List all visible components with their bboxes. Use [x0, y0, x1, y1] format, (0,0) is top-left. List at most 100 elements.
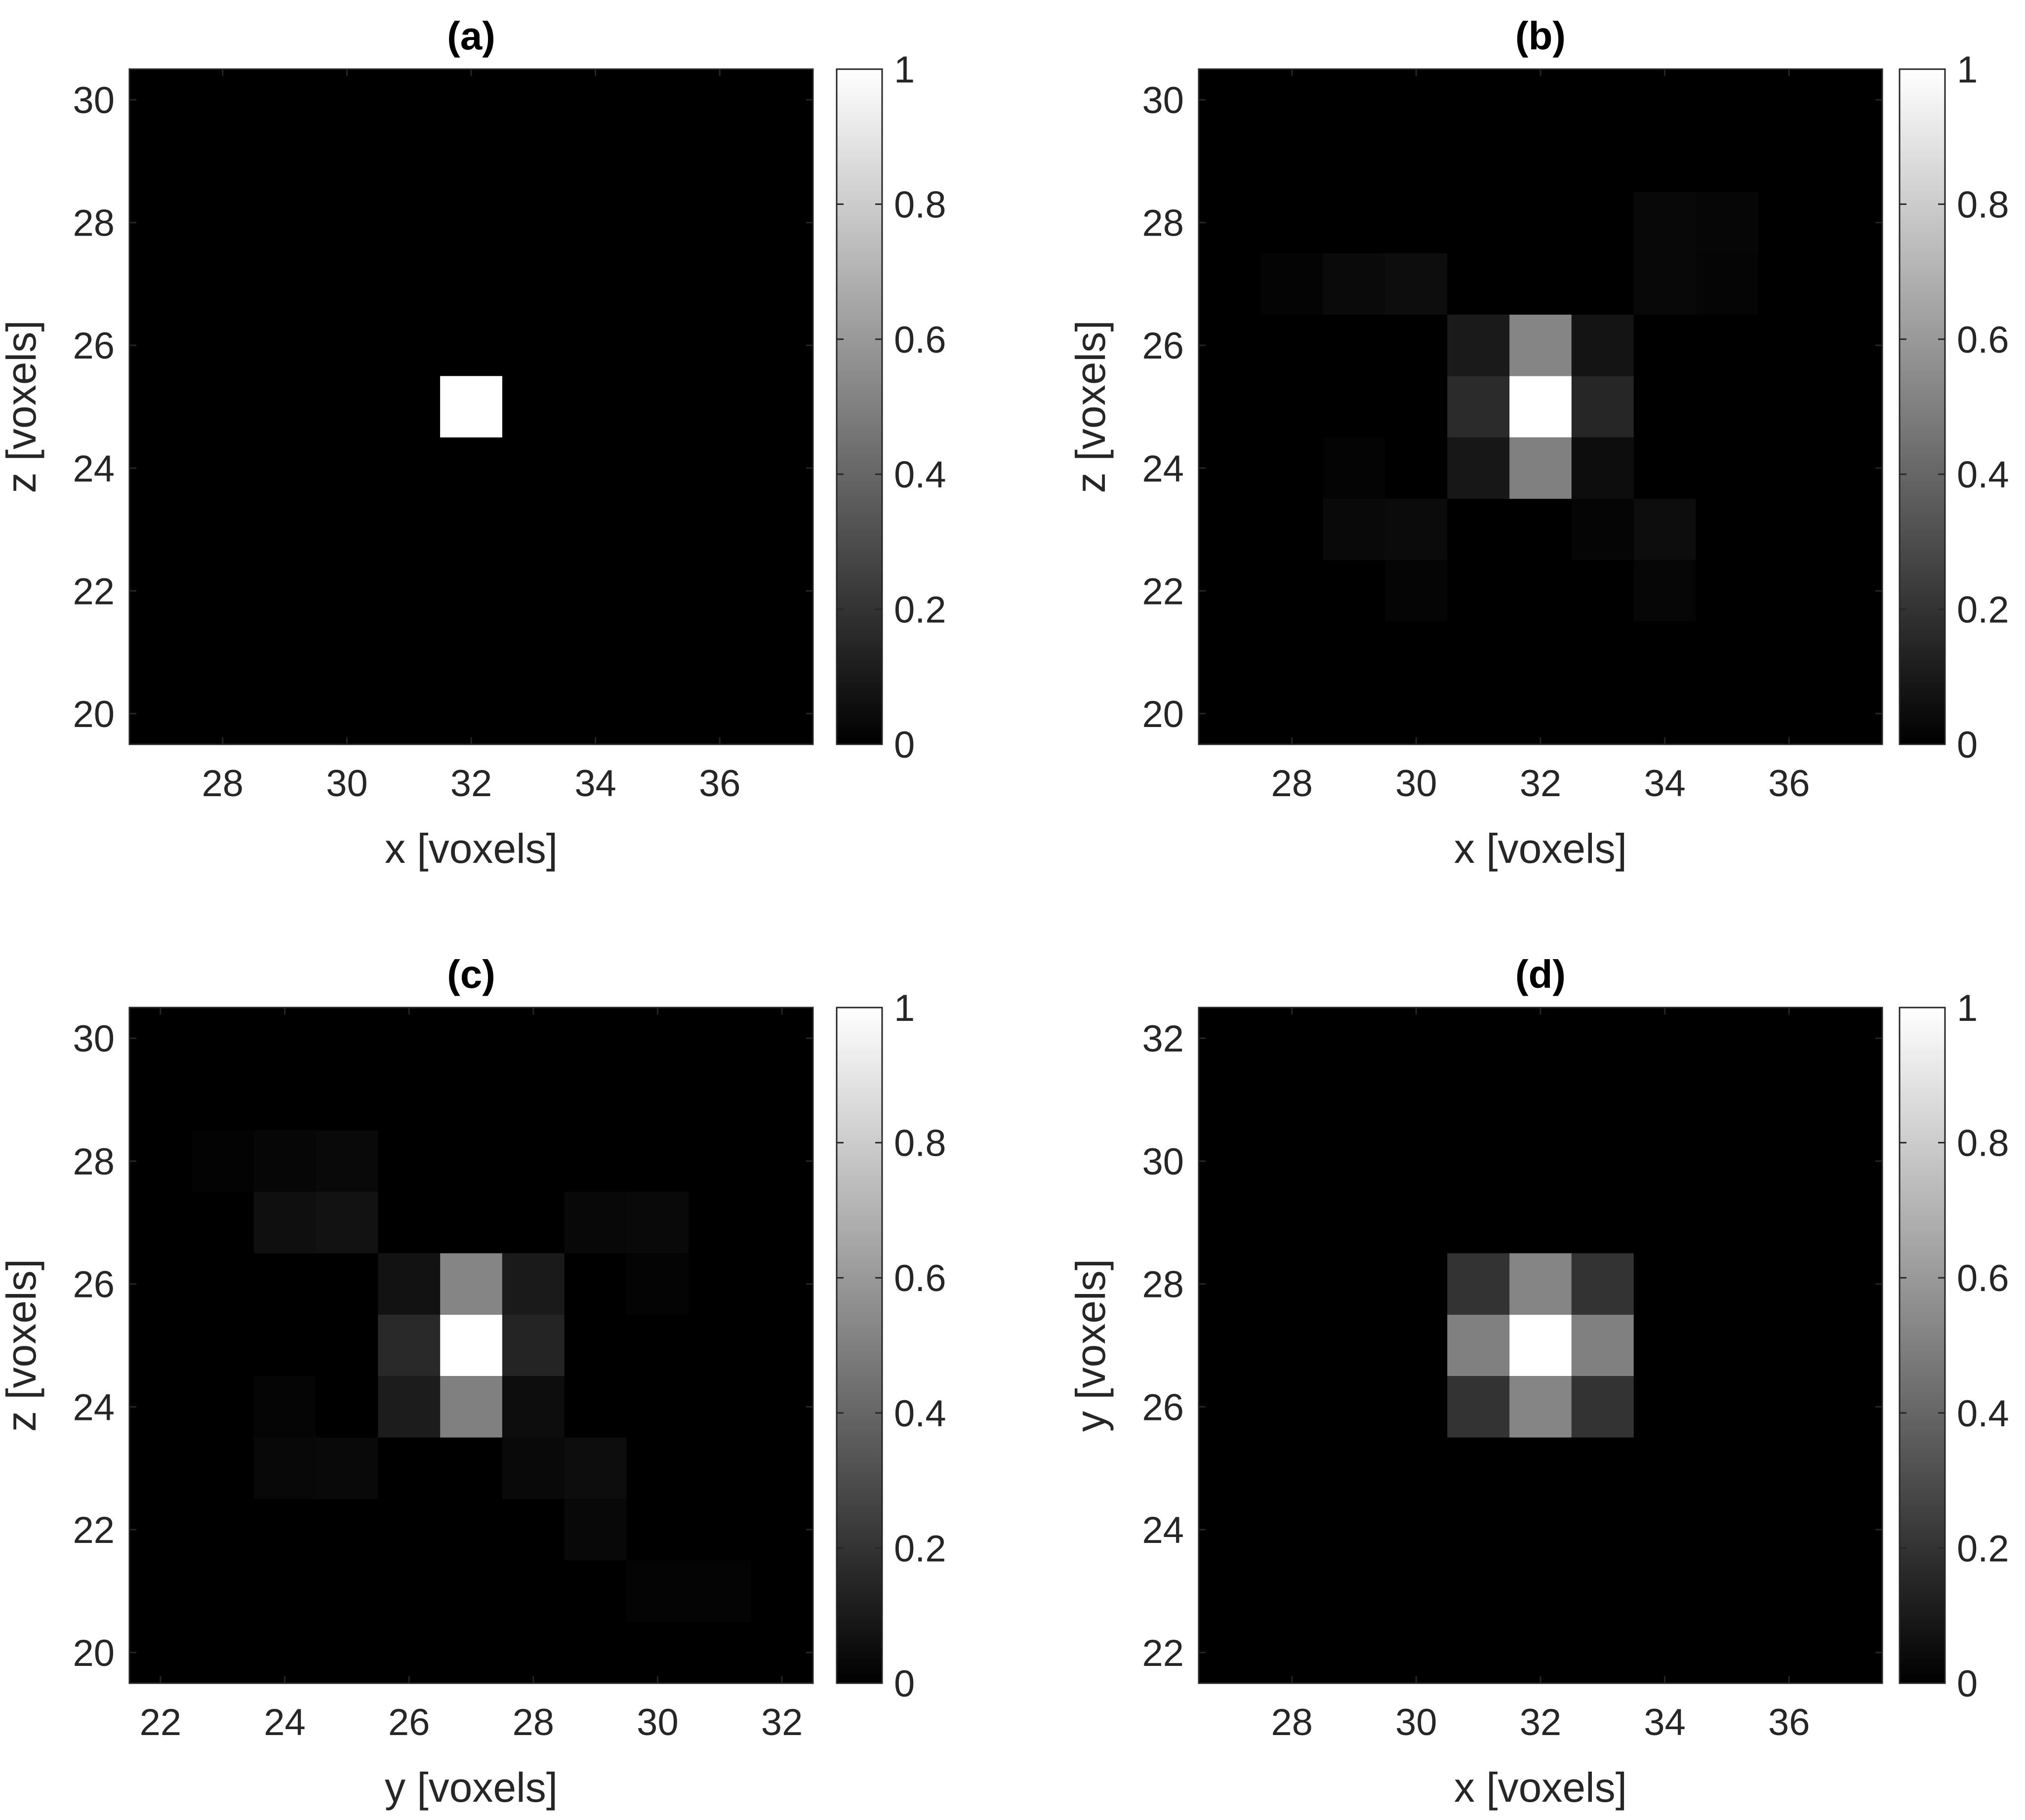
panels: 28 30 32 34 36 20 22 24 26 28 30 (a) x [voxels] z [vo…: [0, 14, 2009, 1811]
heatmap-cell: [1571, 376, 1634, 438]
y-tick-label: 24: [73, 448, 115, 490]
heatmap-cell: [316, 1130, 378, 1192]
heatmap-cell: [626, 1192, 689, 1254]
x-tick-label: 32: [450, 763, 492, 805]
x-tick-label: 32: [1520, 763, 1562, 805]
heatmap-cell: [1571, 498, 1634, 561]
colorbar-frame: [836, 68, 883, 745]
heatmap-cell: [316, 1437, 378, 1499]
x-tick-label: 36: [1768, 1701, 1810, 1743]
colorbar-gradient: [837, 1008, 882, 1683]
panel-title: (b): [1515, 14, 1566, 58]
x-tick-label: 32: [761, 1701, 803, 1743]
y-tick-label: 32: [1142, 1018, 1184, 1060]
colorbar-tick-label: 0.2: [894, 589, 946, 631]
heatmap-cell: [1571, 1376, 1634, 1438]
panel-d: 28 30 32 34 36 22 24 26 28 30 32 (d) x [voxels] y [vo…: [1067, 952, 2009, 1811]
heatmap-cell: [1633, 498, 1696, 561]
y-tick-label: 26: [73, 325, 115, 367]
heatmap-cell: [502, 1437, 565, 1499]
heatmap-cell: [316, 1192, 378, 1254]
x-axis-label: x [voxels]: [1454, 825, 1627, 872]
colorbar-tick-label: 1: [894, 49, 915, 91]
colorbar-tick-label: 0.6: [894, 319, 946, 361]
heatmap-cell: [378, 1253, 441, 1315]
y-tick-label: 20: [73, 1632, 115, 1674]
colorbar-tick-label: 0.2: [894, 1528, 946, 1570]
heatmap-cell: [253, 1437, 316, 1499]
colorbar-tick-label: 0: [1957, 1663, 1978, 1705]
heatmap-cell: [1323, 437, 1385, 499]
colorbar-tick-label: 0.4: [894, 1393, 946, 1435]
heatmap-cell: [626, 1560, 689, 1622]
heatmap-cell: [1571, 1253, 1634, 1315]
heatmap-cell: [1447, 1314, 1510, 1376]
heatmap-cell: [564, 1192, 627, 1254]
heatmap-cell: [1385, 560, 1448, 622]
heatmap-cell: [1571, 315, 1634, 376]
y-tick-label: 26: [73, 1264, 115, 1306]
panel-b: 28 30 32 34 36 20 22 24 26 28 30 (b) x [voxels] z [vo…: [1067, 14, 2009, 872]
heatmap-cell: [253, 1192, 316, 1254]
heatmap-cell: [1509, 437, 1572, 499]
heatmap-cell: [502, 1253, 565, 1315]
x-tick-label: 36: [1768, 763, 1810, 805]
heatmap-cell: [1509, 376, 1572, 438]
heatmap-cell: [440, 376, 502, 438]
heatmap-cell: [1509, 1253, 1572, 1315]
colorbar-tick-label: 0: [894, 724, 915, 766]
heatmap-cell: [1509, 1376, 1572, 1438]
x-tick-label: 30: [326, 763, 368, 805]
heatmap-cell: [440, 1376, 502, 1438]
x-tick-label: 26: [388, 1701, 430, 1743]
colorbar: 0 0.2 0.4 0.6 0.8 1: [1899, 987, 2009, 1705]
heatmap-cell: [1260, 253, 1323, 315]
heatmap-cell: [1323, 498, 1385, 561]
colorbar-tick-label: 0.8: [1957, 1123, 2009, 1165]
heatmap-cell: [378, 1314, 441, 1376]
x-axis-label: x [voxels]: [385, 825, 558, 872]
heatmap-cell: [1447, 1253, 1510, 1315]
panel-title: (a): [447, 14, 495, 58]
y-tick-label: 22: [1142, 1632, 1184, 1674]
colorbar-tick-label: 0.2: [1957, 589, 2009, 631]
y-tick-label: 30: [1142, 80, 1184, 121]
heatmap-cell: [1696, 253, 1758, 315]
y-tick-label: 20: [73, 693, 115, 735]
heatmap-cell: [1323, 253, 1385, 315]
y-tick-label: 22: [73, 1509, 115, 1551]
y-tick-label: 28: [73, 1141, 115, 1183]
y-axis-label: z [voxels]: [0, 1259, 44, 1432]
heatmap-cell: [1447, 376, 1510, 438]
panel-title: (c): [447, 952, 495, 996]
heatmap-cell: [502, 1314, 565, 1376]
heatmap-cell: [564, 1498, 627, 1561]
heatmap-cell: [1696, 192, 1758, 253]
colorbar-tick-label: 0.4: [1957, 454, 2009, 496]
heatmap-cell: [1633, 192, 1696, 253]
x-tick-label: 34: [574, 763, 616, 805]
y-tick-label: 26: [1142, 1386, 1184, 1428]
y-axis-label: y [voxels]: [1067, 1259, 1114, 1432]
heatmap-cell: [378, 1376, 441, 1438]
colorbar-tick-label: 0.2: [1957, 1528, 2009, 1570]
colorbar-tick-label: 1: [1957, 987, 1978, 1029]
colorbar-tick-label: 0.8: [894, 1123, 946, 1165]
heatmap-cell: [1385, 498, 1448, 561]
heatmap-cell: [1509, 315, 1572, 376]
colorbar-frame: [1899, 68, 1946, 745]
heatmap-cell: [626, 1253, 689, 1315]
heatmap-cell: [191, 1130, 254, 1192]
y-tick-label: 22: [73, 570, 115, 612]
y-tick-label: 30: [73, 1018, 115, 1060]
heatmap-cell: [440, 1253, 502, 1315]
y-tick-label: 28: [73, 202, 115, 244]
colorbar-gradient: [1900, 69, 1945, 744]
y-tick-label: 28: [1142, 1264, 1184, 1306]
x-tick-label: 22: [140, 1701, 182, 1743]
colorbar-tick-label: 0.6: [1957, 1257, 2009, 1299]
x-tick-label: 36: [699, 763, 741, 805]
heatmap-cell: [1633, 253, 1696, 315]
heatmap-cell: [1447, 315, 1510, 376]
heatmap-cell: [253, 1130, 316, 1192]
